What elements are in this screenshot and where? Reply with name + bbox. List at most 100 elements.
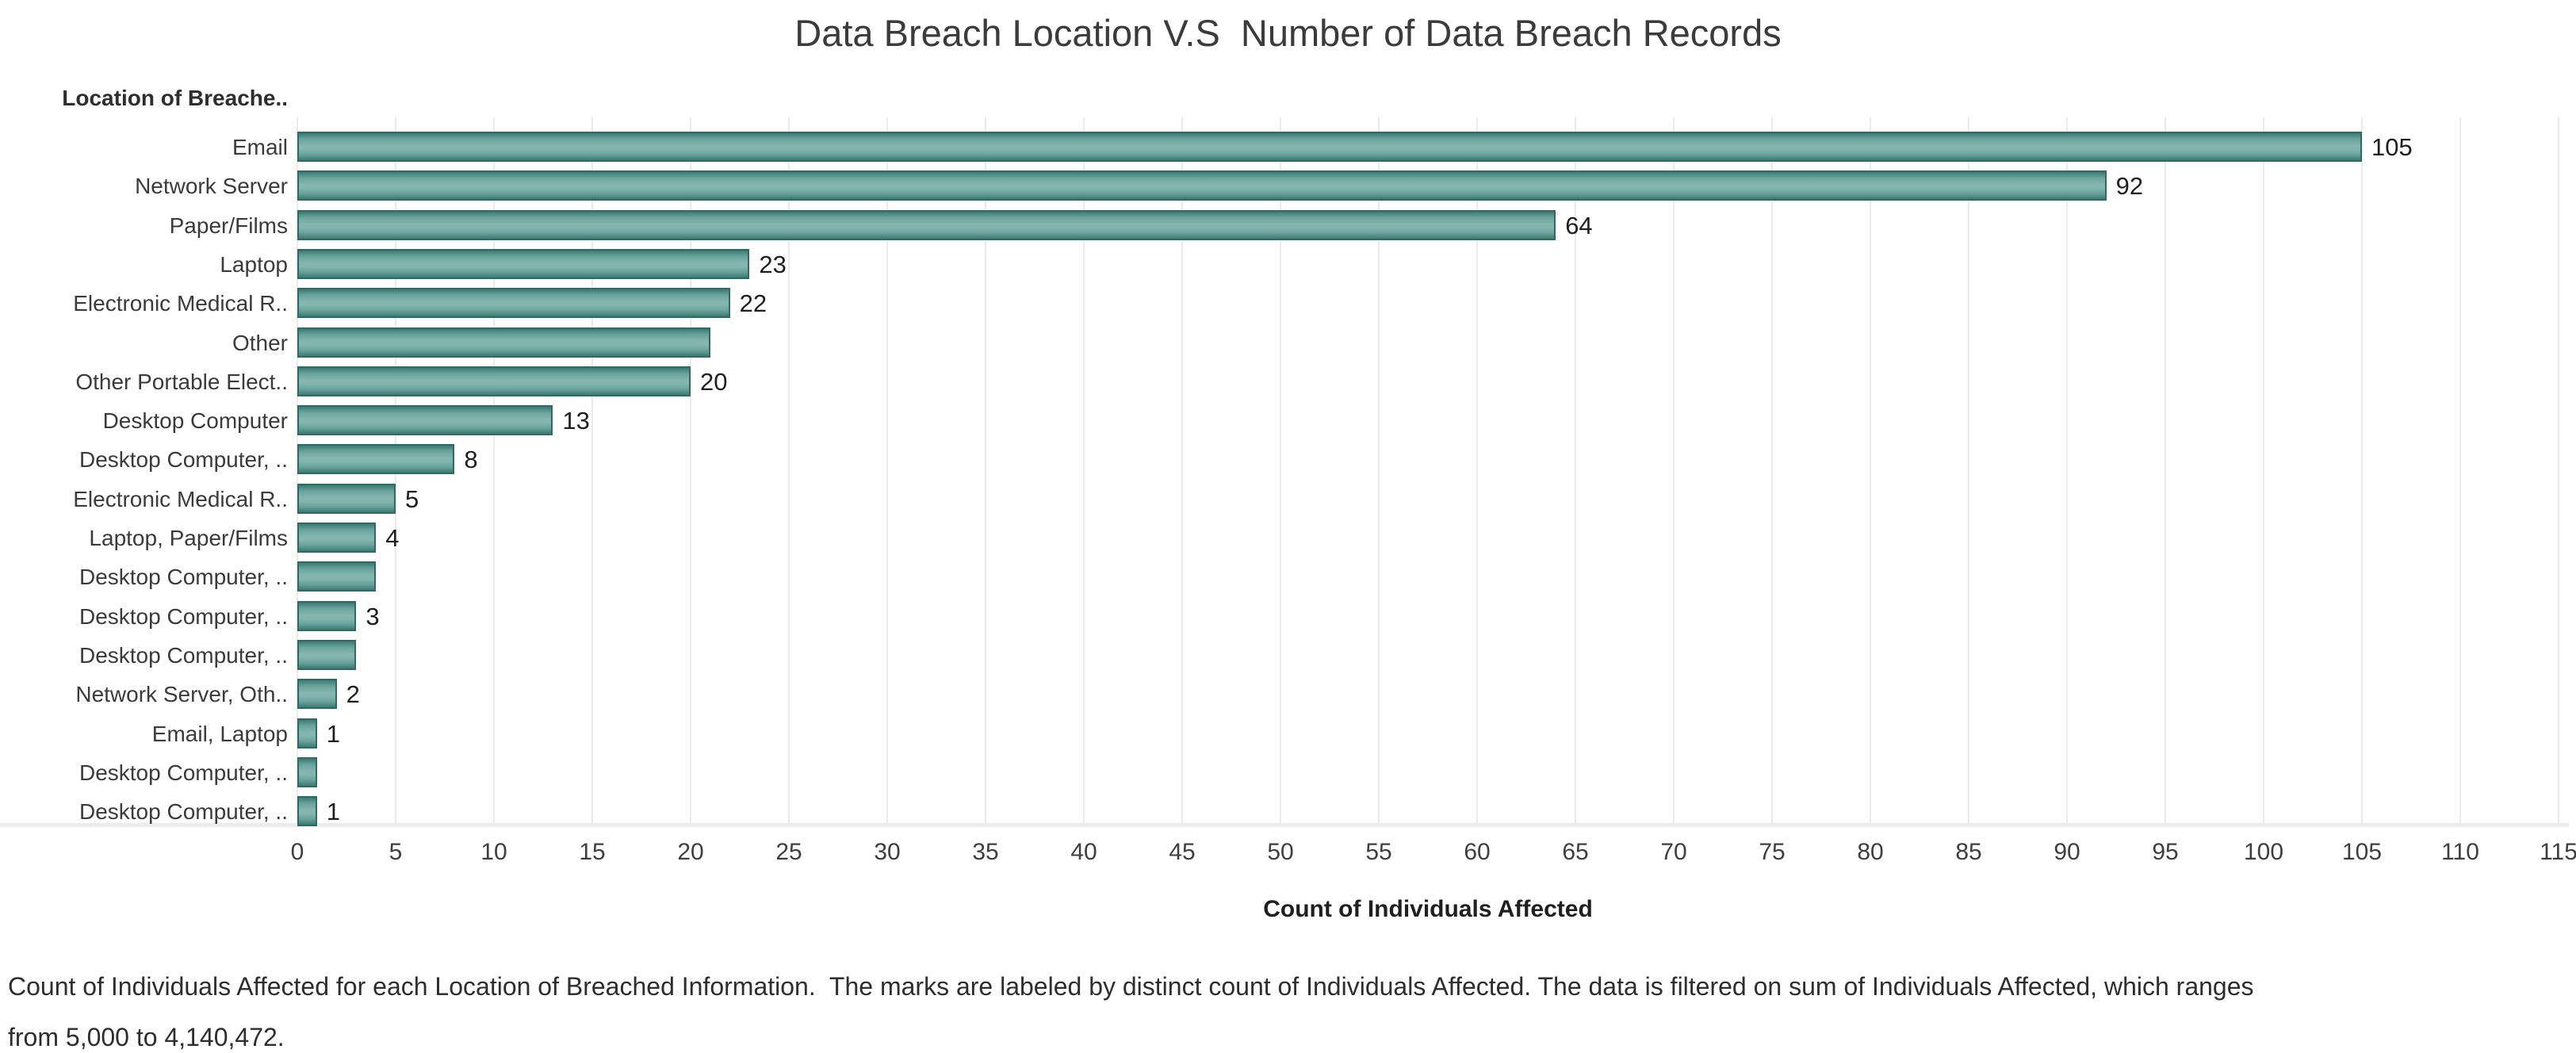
grid-line	[2066, 117, 2068, 823]
x-tick-label: 105	[2341, 839, 2383, 865]
chart-caption: Count of Individuals Affected for each L…	[8, 961, 2569, 1053]
bar[interactable]	[297, 757, 317, 787]
chart-title: Data Breach Location V.S Number of Data …	[794, 12, 1782, 54]
category-label: Paper/Films	[169, 213, 288, 238]
grid-line	[1378, 117, 1380, 823]
bar-value-label: 105	[2371, 133, 2413, 161]
x-tick-label: 25	[775, 839, 802, 865]
bar[interactable]	[297, 132, 2362, 162]
x-tick-label: 115	[2540, 839, 2576, 865]
bar[interactable]	[297, 484, 396, 514]
category-label: Network Server	[135, 174, 288, 198]
axis-baseline	[0, 823, 2569, 827]
bar[interactable]	[297, 327, 710, 358]
bar-value-label: 64	[1565, 212, 1593, 239]
x-tick-label: 45	[1169, 839, 1196, 865]
bar-value-label: 20	[700, 368, 728, 396]
grid-line	[1968, 117, 1969, 823]
x-tick-label: 40	[1070, 839, 1097, 865]
caption-line-1: Count of Individuals Affected for each L…	[8, 972, 2254, 1001]
x-tick-label: 55	[1365, 839, 1392, 865]
x-tick-label: 5	[389, 839, 403, 865]
grid-line	[886, 117, 888, 823]
grid-line	[2459, 117, 2461, 823]
bar-value-label: 1	[326, 720, 341, 748]
bar[interactable]	[297, 718, 317, 749]
x-tick-label: 100	[2243, 839, 2284, 865]
bar[interactable]	[297, 444, 454, 474]
x-tick-label: 75	[1759, 839, 1786, 865]
x-tick-label: 70	[1660, 839, 1687, 865]
row-header-label: Location of Breache..	[62, 86, 288, 110]
grid-line	[1280, 117, 1281, 823]
bar[interactable]	[297, 679, 337, 709]
category-label: Electronic Medical R..	[73, 291, 288, 316]
category-label: Desktop Computer, ..	[78, 565, 288, 589]
category-label: Email	[232, 135, 288, 159]
grid-line	[788, 117, 790, 823]
grid-line	[985, 117, 986, 823]
bar-value-label: 2	[346, 680, 360, 708]
bar-value-label: 22	[739, 289, 767, 317]
bar[interactable]	[297, 601, 356, 631]
bar-value-label: 5	[405, 485, 419, 513]
bar[interactable]	[297, 561, 376, 592]
bar[interactable]	[297, 640, 356, 670]
bar-value-label: 8	[464, 446, 478, 473]
x-tick-label: 35	[972, 839, 999, 865]
bar[interactable]	[297, 210, 1556, 240]
grid-line	[1083, 117, 1085, 823]
x-axis-title: Count of Individuals Affected	[1263, 896, 1593, 922]
category-label: Desktop Computer, ..	[78, 604, 288, 629]
x-tick-label: 30	[874, 839, 901, 865]
category-label: Email, Laptop	[151, 722, 288, 746]
grid-line	[2263, 117, 2264, 823]
category-label: Desktop Computer, ..	[78, 760, 288, 785]
category-label: Network Server, Oth..	[75, 682, 288, 706]
x-tick-label: 15	[579, 839, 606, 865]
bar[interactable]	[297, 288, 730, 318]
grid-line	[591, 117, 593, 823]
grid-line	[2558, 117, 2559, 823]
x-tick-label: 80	[1857, 839, 1884, 865]
x-tick-label: 10	[480, 839, 507, 865]
x-tick-label: 95	[2152, 839, 2179, 865]
x-tick-label: 0	[290, 839, 304, 865]
bar[interactable]	[297, 523, 376, 553]
bar[interactable]	[297, 249, 749, 279]
category-label: Desktop Computer, ..	[78, 799, 288, 824]
x-tick-label: 65	[1562, 839, 1589, 865]
x-tick-label: 90	[2054, 839, 2080, 865]
grid-line	[1476, 117, 1478, 823]
bar-value-label: 3	[366, 603, 380, 630]
caption-line-2: from 5,000 to 4,140,472.	[8, 1023, 285, 1051]
x-tick-label: 50	[1267, 839, 1294, 865]
bar-value-label: 1	[326, 798, 341, 825]
category-label: Laptop, Paper/Films	[89, 526, 288, 550]
grid-line	[2165, 117, 2166, 823]
bar-value-label: 13	[562, 407, 590, 435]
category-label: Desktop Computer	[102, 408, 288, 433]
bar-value-label: 23	[759, 251, 787, 278]
bar[interactable]	[297, 405, 553, 435]
bar[interactable]	[297, 366, 691, 396]
category-label: Other	[232, 331, 288, 355]
x-tick-label: 85	[1955, 839, 1982, 865]
category-label: Desktop Computer, ..	[78, 447, 288, 472]
category-label: Desktop Computer, ..	[78, 643, 288, 668]
grid-line	[1673, 117, 1675, 823]
x-tick-label: 110	[2441, 839, 2479, 865]
grid-line	[493, 117, 495, 823]
grid-line	[2361, 117, 2363, 823]
bar[interactable]	[297, 796, 317, 826]
category-label: Other Portable Elect..	[75, 370, 288, 394]
grid-line	[1575, 117, 1576, 823]
grid-line	[690, 117, 691, 823]
grid-line	[1870, 117, 1871, 823]
grid-line	[1181, 117, 1183, 823]
category-label: Laptop	[220, 252, 288, 277]
category-label: Electronic Medical R..	[73, 487, 288, 511]
grid-line	[1771, 117, 1773, 823]
bar[interactable]	[297, 170, 2107, 201]
